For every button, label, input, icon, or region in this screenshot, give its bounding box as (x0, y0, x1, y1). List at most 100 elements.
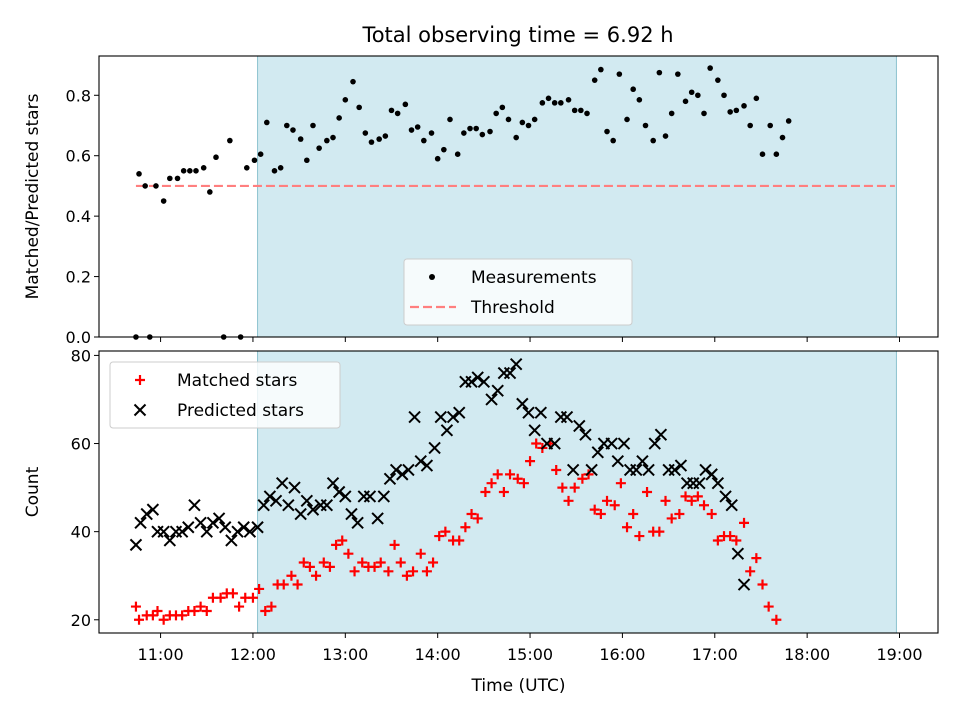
measurement-point (213, 154, 219, 161)
chart-title: Total observing time = 6.92 h (361, 23, 673, 47)
measurement-point (342, 97, 349, 103)
bottom-legend-box (109, 361, 341, 429)
predicted-star-point (560, 410, 574, 424)
bottom-panel: 20 40 60 80 11:00 12:00 13:00 14:00 15:00 16:00 17… (23, 346, 939, 696)
measurement-point (571, 107, 578, 114)
matched-star-point (609, 500, 620, 511)
measurement-point (382, 133, 389, 139)
matched-star-point (349, 566, 360, 577)
matched-star-point (383, 566, 394, 577)
measurement-point (264, 119, 270, 126)
matched-star-point (771, 614, 782, 625)
top-axes-frame (98, 55, 939, 338)
measurement-point (753, 95, 760, 102)
matched-star-point (480, 487, 491, 497)
predicted-star-point (548, 437, 561, 450)
predicted-star-point (396, 468, 409, 481)
matched-star-point (337, 535, 348, 546)
predicted-star-point (275, 476, 289, 490)
measurement-point (142, 183, 148, 189)
predicted-star-point (263, 490, 277, 503)
measurement-point (207, 189, 213, 195)
predicted-star-point (611, 454, 625, 468)
predicted-star-point (320, 499, 334, 512)
matched-star-point (674, 509, 685, 520)
measurement-point (636, 97, 643, 103)
measurement-point (277, 164, 284, 171)
matched-star-point (460, 522, 471, 533)
matched-star-point (311, 570, 322, 581)
predicted-star-point (332, 485, 346, 499)
bottom-ytick-label: 40 (71, 523, 91, 542)
measurement-point (160, 198, 167, 204)
measurement-point (350, 78, 356, 85)
matched-star-point (551, 464, 562, 475)
matched-star-point (428, 557, 439, 568)
matched-star-point (699, 500, 710, 511)
matched-star-point (569, 482, 580, 493)
measurement-point (779, 134, 786, 141)
matched-star-point (318, 557, 329, 568)
predicted-star-point (699, 463, 712, 477)
measurement-point (759, 151, 766, 157)
predicted-star-point (371, 512, 384, 525)
measurement-point (733, 107, 740, 114)
predicted-star-point (206, 516, 220, 530)
predicted-star-point (269, 494, 283, 508)
matched-star-point (472, 513, 483, 524)
matched-star-point (680, 491, 691, 502)
predicted-star-point (509, 358, 523, 371)
predicted-star-point (237, 521, 250, 534)
predicted-star-point (617, 437, 631, 450)
matched-star-point (278, 579, 289, 590)
bottom-xtick-label: 18:00 (784, 645, 830, 664)
top-ytick-label: 0.6 (66, 147, 91, 166)
matched-star-point (298, 557, 309, 568)
predicted-star-point (157, 525, 170, 538)
predicted-star-point (163, 534, 177, 547)
measurement-point (408, 127, 415, 133)
matched-star-point (189, 605, 200, 616)
predicted-star-point (225, 534, 238, 547)
measurement-point (428, 130, 435, 136)
matched-star-point (642, 487, 653, 497)
measurement-point (297, 136, 304, 142)
measurement-point (493, 110, 499, 117)
measurement-point (565, 97, 572, 103)
predicted-star-point (477, 375, 491, 389)
predicted-star-point (731, 547, 745, 560)
measurement-point (578, 107, 584, 114)
predicted-star-point (282, 499, 295, 512)
measurement-point (290, 127, 296, 133)
matched-star-point (634, 531, 645, 542)
top-ytick-label: 0.8 (66, 86, 91, 105)
measurement-point (584, 110, 590, 117)
predicted-star-point (485, 393, 498, 406)
measurement-point (362, 130, 369, 136)
measurement-point (616, 71, 623, 77)
matched-star-point (531, 438, 542, 449)
top-legend-box (403, 258, 633, 326)
predicted-star-point (648, 437, 661, 450)
measurement-point (454, 151, 461, 157)
predicted-star-point (339, 490, 352, 503)
matched-star-point (686, 495, 697, 506)
matched-star-point (706, 509, 717, 520)
predicted-star-point (140, 507, 153, 521)
matched-star-point (158, 614, 169, 625)
matched-star-point (247, 592, 258, 603)
predicted-star-point (414, 454, 427, 468)
legend-measurements-label: Measurements (471, 268, 597, 288)
matched-star-point (254, 583, 265, 594)
measurement-point (174, 175, 181, 182)
measurement-point (741, 103, 747, 109)
measurement-point (316, 145, 322, 151)
matched-star-point (331, 539, 342, 550)
bottom-xtick-label: 15:00 (507, 645, 553, 664)
measurement-point (715, 77, 721, 83)
matched-star-point (486, 478, 497, 489)
measurement-point (519, 119, 526, 126)
measurement-point (513, 134, 519, 141)
top-ytick-label: 0.4 (66, 207, 91, 226)
measurement-point (394, 110, 401, 117)
